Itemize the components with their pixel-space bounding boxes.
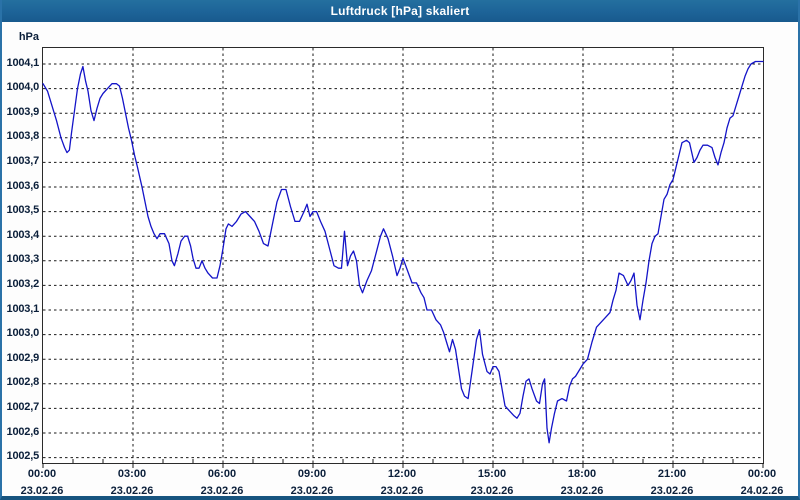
y-tick-label: 1003,1 xyxy=(6,302,40,315)
title-bar: Luftdruck [hPa] skaliert xyxy=(2,0,798,22)
x-tick: 18:00 23.02.26 xyxy=(537,468,627,497)
x-tick: 00:00 23.02.26 xyxy=(2,468,87,497)
y-tick-label: 1003,3 xyxy=(6,253,40,266)
y-tick-label: 1002,6 xyxy=(6,425,40,438)
x-tick-date: 23.02.26 xyxy=(110,485,154,497)
y-tick-label: 1002,8 xyxy=(6,376,40,389)
y-tick-label: 1003,8 xyxy=(6,130,40,143)
x-tick-time: 00:00 xyxy=(747,468,777,480)
x-tick-time: 00:00 xyxy=(27,468,57,480)
x-tick-date: 23.02.26 xyxy=(290,485,334,497)
y-tick-label: 1004,0 xyxy=(6,81,40,94)
x-tick-time: 12:00 xyxy=(387,468,417,480)
x-tick: 06:00 23.02.26 xyxy=(177,468,267,497)
pressure-line-chart xyxy=(42,48,764,468)
x-tick-date: 23.02.26 xyxy=(20,485,64,497)
y-tick-label: 1002,9 xyxy=(6,351,40,364)
y-tick-label: 1003,5 xyxy=(6,204,40,217)
y-tick-label: 1004,1 xyxy=(6,56,40,69)
x-tick-date: 24.02.26 xyxy=(740,485,784,497)
x-tick: 03:00 23.02.26 xyxy=(87,468,177,497)
x-tick: 09:00 23.02.26 xyxy=(267,468,357,497)
x-tick-time: 15:00 xyxy=(477,468,507,480)
x-tick-time: 21:00 xyxy=(657,468,687,480)
y-tick-label: 1003,9 xyxy=(6,105,40,118)
y-tick-label: 1003,7 xyxy=(6,154,40,167)
x-tick-date: 23.02.26 xyxy=(200,485,244,497)
y-tick-label: 1003,0 xyxy=(6,327,40,340)
y-tick-label: 1003,6 xyxy=(6,179,40,192)
y-tick-label: 1002,7 xyxy=(6,400,40,413)
x-tick-time: 06:00 xyxy=(207,468,237,480)
x-tick-time: 03:00 xyxy=(117,468,147,480)
x-tick: 00:00 24.02.26 xyxy=(717,468,798,497)
x-tick-date: 23.02.26 xyxy=(380,485,424,497)
y-tick-label: 1003,2 xyxy=(6,277,40,290)
window-title: Luftdruck [hPa] skaliert xyxy=(330,4,470,18)
pressure-series-line xyxy=(42,60,764,444)
x-tick-time: 09:00 xyxy=(297,468,327,480)
x-tick-date: 23.02.26 xyxy=(560,485,604,497)
y-tick-label: 1003,4 xyxy=(6,228,40,241)
x-tick: 15:00 23.02.26 xyxy=(447,468,537,497)
x-tick-date: 23.02.26 xyxy=(470,485,514,497)
plot-frame xyxy=(42,47,764,468)
x-tick: 12:00 23.02.26 xyxy=(357,468,447,497)
x-tick-date: 23.02.26 xyxy=(650,485,694,497)
y-tick-label: 1002,5 xyxy=(6,450,40,463)
y-axis-unit-label: hPa xyxy=(18,31,39,43)
x-tick-time: 18:00 xyxy=(567,468,597,480)
x-tick: 21:00 23.02.26 xyxy=(627,468,717,497)
